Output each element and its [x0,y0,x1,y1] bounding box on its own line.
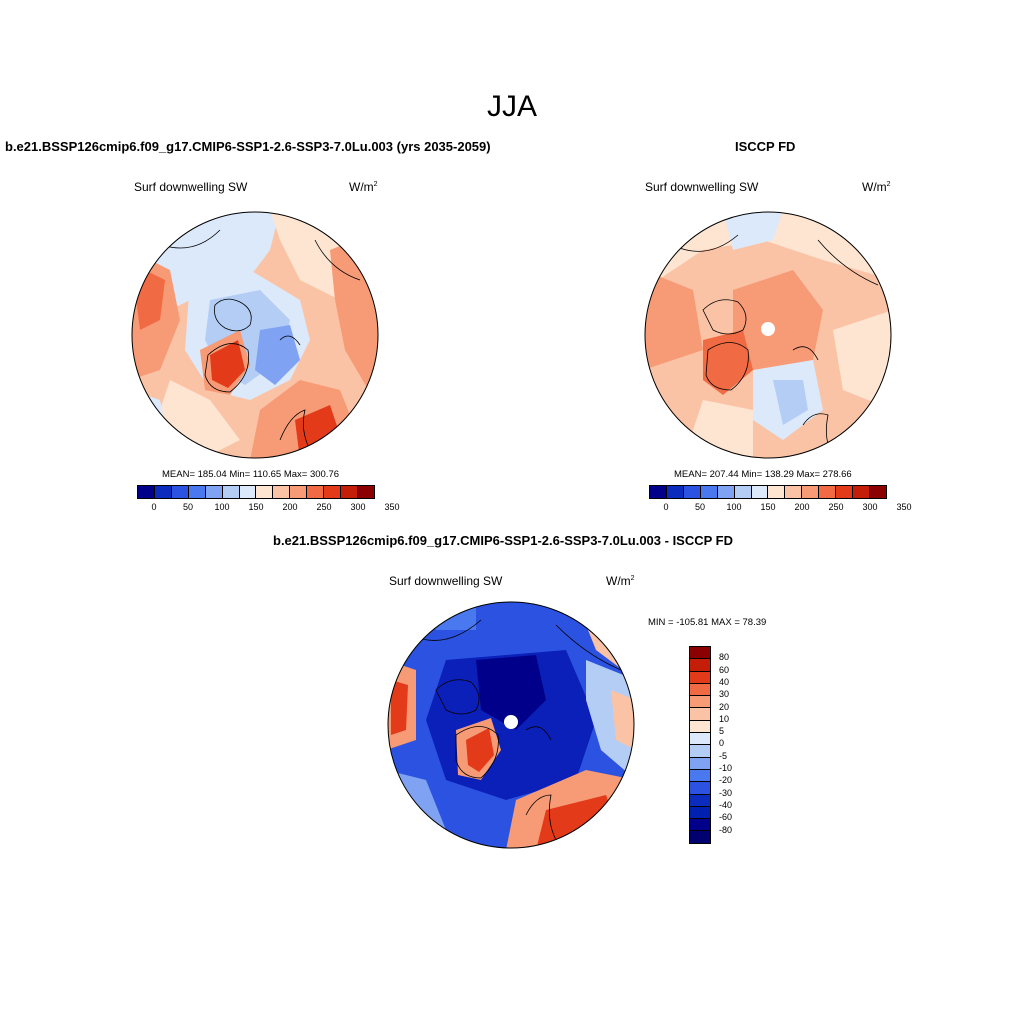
colorbar-swatch [785,486,803,498]
panel-2-colorbar: 0 50 100 150 200 250 300 350 [649,485,912,513]
colorbar-swatch [273,486,291,498]
colorbar-swatch [683,486,701,498]
colorbar-tick-label: 150 [248,502,264,512]
colorbar-swatch [357,486,374,498]
colorbar-swatch [690,757,710,770]
colorbar-swatch [138,486,155,498]
colorbar-tick-label: 10 [719,713,730,724]
colorbar-tick-label: 20 [719,701,730,712]
panel-1-variable-label: Surf downwelling SW [134,180,248,194]
panel-3-title: b.e21.BSSP126cmip6.f09_g17.CMIP6-SSP1-2.… [273,533,734,548]
colorbar-tick-label: 200 [794,502,810,512]
colorbar-tick-label: 300 [862,502,878,512]
colorbar-swatch [324,486,342,498]
colorbar-tick-label: 300 [350,502,366,512]
colorbar-tick-label: 40 [719,676,730,687]
colorbar-tick-label: 0 [663,502,669,512]
colorbar-swatch [869,486,886,498]
colorbar-swatch [734,486,752,498]
colorbar-tick-label: -80 [719,824,733,835]
colorbar-swatch [700,486,718,498]
panel-3-variable-label: Surf downwelling SW [389,574,503,588]
season-title: JJA [486,90,537,123]
colorbar-swatch [690,708,710,721]
colorbar-tick-label: 100 [214,502,230,512]
panel-1-polar-map [131,211,379,459]
colorbar-swatch [690,659,710,672]
colorbar-tick-label: -10 [719,763,733,773]
panel-2-variable-label: Surf downwelling SW [645,180,759,194]
colorbar-tick-label: 250 [316,502,332,512]
colorbar-swatch [768,486,786,498]
colorbar-swatch [690,769,710,783]
colorbar-tick-label: 150 [760,502,776,512]
colorbar-swatch [690,696,710,709]
colorbar-swatch [171,486,189,498]
colorbar-swatch [690,720,710,734]
colorbar-tick-label: -5 [719,750,728,761]
colorbar-swatch [819,486,837,498]
colorbar-tick-label: -60 [719,812,733,823]
colorbar-swatch [690,794,710,807]
panel-1-title: b.e21.BSSP126cmip6.f09_g17.CMIP6-SSP1-2.… [5,139,491,154]
panel-3-colorbar: 80 60 40 30 20 10 5 0 -5 -10 -20 -30 -40 -60 -80 [689,646,769,846]
panel-2-stats: MEAN= 207.44 Min= 138.29 Max= 278.66 [674,469,852,480]
panel-2-units-label: W/m2 [862,180,891,194]
colorbar-tick-label: 250 [828,502,844,512]
colorbar-swatch [222,486,240,498]
colorbar-swatch [307,486,325,498]
colorbar-swatch [802,486,820,498]
panel-3-polar-map [387,601,635,849]
colorbar-tick-label: 5 [719,726,725,737]
colorbar-tick-label: -30 [719,787,733,798]
colorbar-swatch [853,486,870,498]
colorbar-tick-label: 30 [719,689,730,700]
colorbar-swatch [836,486,854,498]
colorbar-swatch [717,486,735,498]
colorbar-swatch [751,486,769,498]
panel-1-units-label: W/m2 [349,180,378,194]
colorbar-swatch [690,831,710,843]
colorbar-swatch [188,486,206,498]
colorbar-tick-label: -40 [719,799,733,810]
panel-3-units-label: W/m2 [606,574,635,588]
colorbar-tick-label: 100 [726,502,742,512]
colorbar-swatch [690,819,710,832]
colorbar-swatch [666,486,684,498]
panel-3-stats: MIN = -105.81 MAX = 78.39 [648,617,767,628]
panel-1-colorbar: 0 50 100 150 200 250 300 350 [137,485,400,513]
panel-2-polar-map [644,211,892,459]
colorbar-swatch [690,733,710,746]
colorbar-swatch [239,486,257,498]
colorbar-tick-label: 200 [282,502,298,512]
colorbar-swatch [690,671,710,684]
colorbar-swatch [341,486,358,498]
panel-2-title: ISCCP FD [735,139,796,154]
colorbar-tick-label: 50 [694,502,706,512]
colorbar-swatch [154,486,172,498]
colorbar-tick-label: 80 [719,652,730,663]
colorbar-swatch [690,745,710,758]
colorbar-tick-label: 0 [151,502,157,512]
colorbar-swatch [290,486,308,498]
colorbar-swatch [690,647,710,660]
colorbar-swatch [256,486,274,498]
colorbar-swatch [650,486,667,498]
colorbar-tick-label: 0 [719,738,725,749]
panel-1-stats: MEAN= 185.04 Min= 110.65 Max= 300.76 [162,469,340,480]
colorbar-swatch [690,806,710,820]
colorbar-tick-label: 350 [896,502,912,512]
colorbar-tick-label: 60 [719,664,730,675]
colorbar-swatch [690,683,710,697]
colorbar-tick-label: 350 [384,502,400,512]
colorbar-swatch [690,782,710,795]
colorbar-swatch [205,486,223,498]
colorbar-tick-label: -20 [719,775,733,786]
colorbar-tick-label: 50 [182,502,194,512]
